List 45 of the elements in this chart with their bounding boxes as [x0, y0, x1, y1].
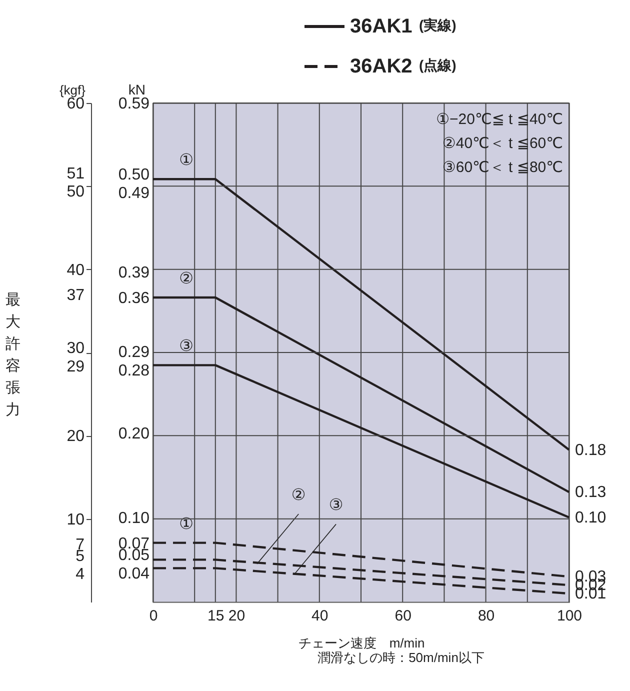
annotation: ② [179, 270, 194, 288]
legend-label: 36AK1 [350, 16, 412, 38]
x-tick-label: 0 [149, 608, 158, 624]
annotation: ① [179, 152, 194, 170]
y-tick-label: 0.10 [118, 510, 150, 527]
y-tick-label: 0.59 [118, 96, 150, 112]
y2-tick-label: 4 [76, 566, 85, 584]
y-tick-label: 0.28 [118, 362, 150, 380]
x-axis-title: チェーン速度 m/min [298, 636, 425, 650]
y-tick-label: 0.04 [118, 566, 150, 583]
annotation: ③ [179, 338, 194, 356]
data-label: 0.13 [575, 484, 606, 502]
y-tick-label: 0.39 [118, 264, 150, 282]
annotation: ② [291, 487, 306, 504]
text: (点線) [419, 57, 456, 73]
text: (実線) [419, 17, 456, 33]
x-tick-label: 100 [556, 608, 582, 624]
y-tick-label: 0.29 [118, 344, 150, 362]
y2-tick-label: 40 [66, 262, 85, 279]
x-tick-label: 60 [394, 608, 412, 624]
y2-tick-label: 50 [66, 184, 85, 201]
y-tick-label: 0.36 [118, 290, 150, 308]
x-tick-label: 40 [312, 608, 328, 624]
x-tick-label: 20 [228, 608, 246, 624]
y2-tick-label: 51 [66, 165, 85, 182]
x-tick-label: 80 [478, 608, 495, 624]
y2-tick-label: 30 [66, 340, 85, 357]
y-axis-title: kN [128, 82, 146, 98]
y2-axis-title: {kgf} [59, 82, 86, 98]
legend-label: 36AK2 [350, 56, 412, 78]
text: 最大許容張力 [6, 292, 20, 419]
y2-tick-label: 37 [66, 286, 85, 304]
y2-tick-label: 10 [66, 511, 85, 528]
annotation: ③ [328, 497, 344, 514]
data-label: 0.10 [575, 509, 606, 526]
y2-tick-label: 20 [66, 428, 85, 446]
text: 潤滑なしの時：50m/min以下 [318, 650, 484, 665]
y-tick-label: 0.50 [118, 166, 150, 184]
y-tick-label: 0.49 [118, 185, 150, 202]
data-label: 0.18 [575, 442, 606, 459]
x-tick-label: 15 [208, 608, 224, 624]
y2-tick-label: 29 [66, 358, 85, 376]
annotation: ① [179, 516, 194, 533]
y-tick-label: 0.20 [118, 425, 150, 442]
y2-tick-label: 60 [66, 96, 85, 112]
